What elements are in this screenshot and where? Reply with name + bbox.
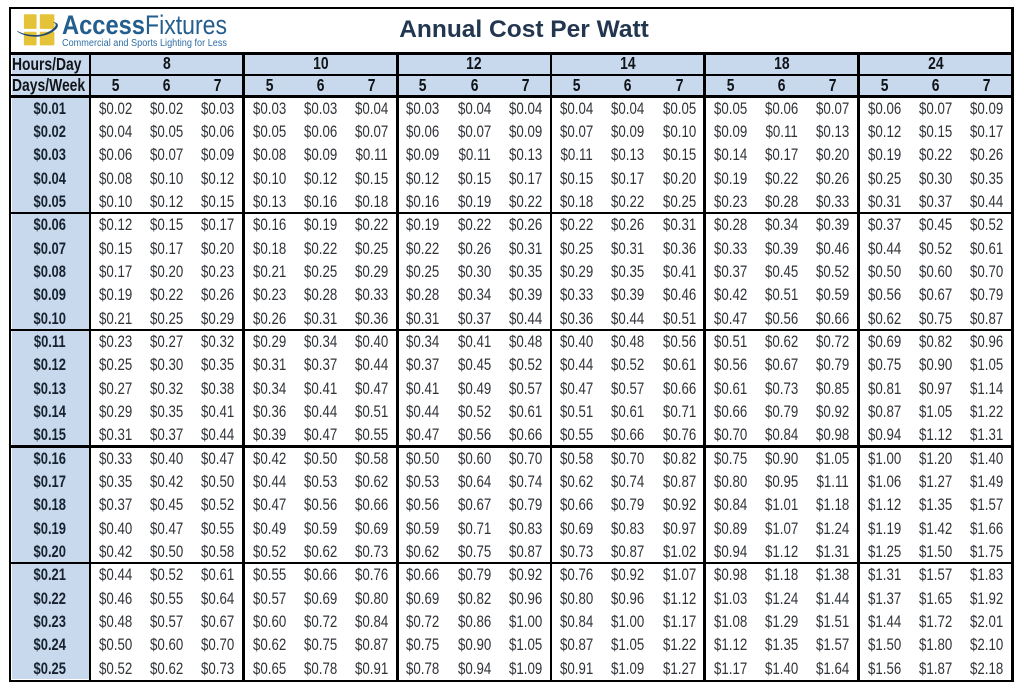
svg-text:Access: Access xyxy=(62,10,145,40)
svg-text:Fixtures: Fixtures xyxy=(145,10,227,40)
svg-text:Commercial and Sports Lighting: Commercial and Sports Lighting for Less xyxy=(62,38,227,49)
